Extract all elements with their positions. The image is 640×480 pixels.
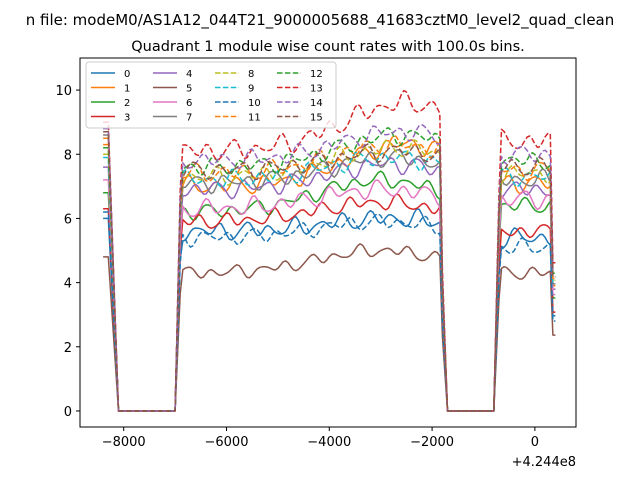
x-tick-label: −8000	[102, 435, 146, 450]
y-tick-label: 4	[64, 277, 72, 292]
legend-label-11: 11	[248, 113, 261, 124]
y-tick-label: 10	[55, 84, 72, 99]
legend-label-15: 15	[310, 113, 323, 124]
legend-label-10: 10	[248, 98, 261, 109]
x-tick-label: −2000	[410, 435, 454, 450]
legend-label-6: 6	[186, 98, 192, 109]
x-offset-label: +4.244e8	[512, 455, 576, 470]
x-tick-label: 0	[531, 435, 539, 450]
legend-box	[85, 61, 337, 129]
legend-label-12: 12	[310, 69, 323, 80]
chart-title: Quadrant 1 module wise count rates with …	[131, 39, 525, 55]
y-tick-label: 2	[64, 341, 72, 356]
legend-label-14: 14	[310, 98, 323, 109]
legend-label-0: 0	[124, 69, 130, 80]
legend-label-13: 13	[310, 84, 323, 95]
legend-label-8: 8	[248, 69, 254, 80]
axes-layer: −8000 −6000 −4000 −2000 0 0 2 4 6 8 10	[55, 84, 539, 450]
x-tick-label: −4000	[307, 435, 351, 450]
y-tick-label: 6	[64, 212, 72, 227]
legend-label-3: 3	[124, 113, 130, 124]
legend-label-4: 4	[186, 69, 192, 80]
chart-suptitle: n file: modeM0/AS1A12_044T21_9000005688_…	[26, 11, 615, 30]
legend-label-5: 5	[186, 84, 192, 95]
series-line-14	[103, 123, 556, 412]
legend-label-7: 7	[186, 113, 192, 124]
plot-frame	[79, 57, 577, 428]
series-line-15	[103, 131, 556, 412]
legend-label-1: 1	[124, 84, 130, 95]
legend-label-2: 2	[124, 98, 130, 109]
y-tick-label: 0	[64, 405, 72, 420]
y-tick-label: 8	[64, 148, 72, 163]
x-tick-label: −6000	[204, 435, 248, 450]
legend-label-9: 9	[248, 84, 254, 95]
series-layer	[103, 89, 556, 412]
